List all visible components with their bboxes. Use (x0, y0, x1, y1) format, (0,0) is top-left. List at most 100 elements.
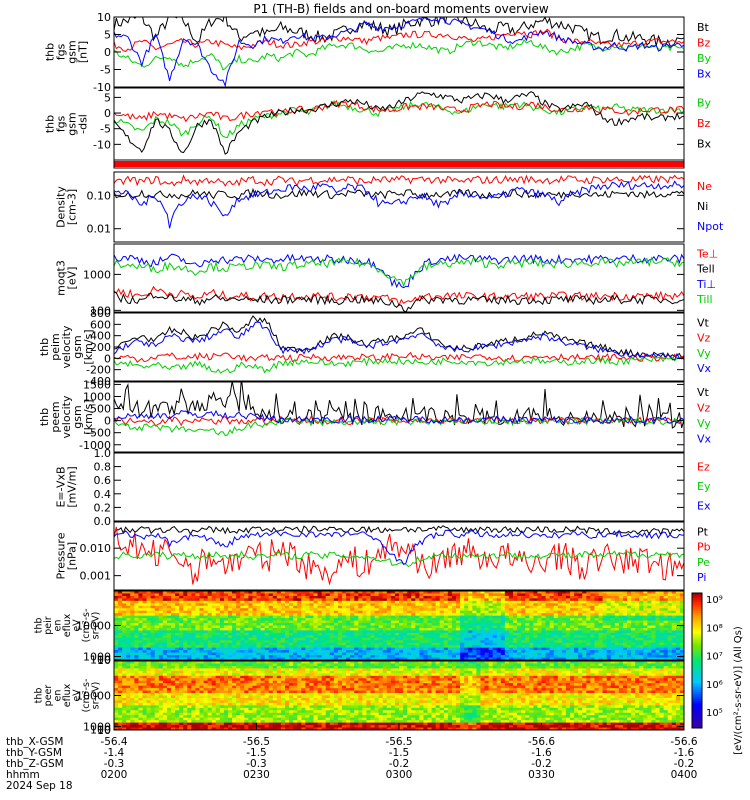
spectrogram-cell (508, 652, 514, 656)
spectrogram-cell (240, 637, 245, 641)
spectrogram-cell (456, 593, 461, 597)
spectrogram-cell (228, 603, 233, 607)
spectrogram-cell (423, 632, 429, 636)
spectrogram-cell (240, 650, 245, 654)
spectrogram-cell (541, 663, 547, 667)
spectrogram-cell (427, 632, 433, 636)
spectrogram-cell (219, 618, 225, 622)
spectrogram-cell (219, 655, 225, 659)
legend-p3-Ne: Ne (697, 180, 712, 193)
spectrogram-cell (236, 623, 241, 627)
spectrogram-cell (394, 632, 400, 636)
spectrogram-cell (415, 603, 420, 607)
spectrogram-cell (386, 610, 392, 614)
spectrogram-cell (533, 637, 539, 641)
spectrogram-cell (622, 613, 628, 617)
spectrogram-cell (134, 608, 140, 612)
spectrogram-cell (525, 610, 530, 614)
spectrogram-cell (289, 632, 294, 636)
spectrogram-cell (126, 627, 131, 632)
spectrogram-cell (553, 600, 559, 604)
spectrogram-cell (268, 630, 274, 634)
spectrogram-cell (114, 620, 119, 624)
spectrogram-cell (407, 627, 412, 632)
spectrogram-cell (228, 600, 233, 604)
spectrogram-cell (484, 665, 490, 669)
spectrogram-cell (382, 595, 388, 599)
spectrogram-cell (293, 655, 298, 659)
spectrogram-cell (582, 615, 587, 619)
spectrogram-cell (407, 637, 412, 641)
spectrogram-cell (260, 632, 266, 636)
spectrogram-cell (545, 630, 551, 634)
spectrogram-cell (647, 593, 653, 597)
spectrogram-cell (346, 668, 351, 672)
spectrogram-cell (614, 600, 620, 604)
spectrogram-cell (614, 608, 620, 612)
spectrogram-cell (374, 603, 380, 607)
spectrogram-cell (126, 652, 131, 656)
spectrogram-cell (244, 593, 249, 597)
spectrogram-cell (219, 620, 225, 624)
spectrogram-cell (488, 637, 494, 641)
y-axis-label: [km/s] (82, 329, 95, 364)
spectrogram-cell (346, 637, 351, 641)
spectrogram-cell (606, 663, 612, 667)
spectrogram-cell (561, 647, 567, 651)
spectrogram-cell (606, 635, 612, 639)
spectrogram-cell (431, 657, 437, 660)
spectrogram-cell (228, 661, 233, 665)
spectrogram-cell (496, 591, 502, 595)
spectrogram-cell (280, 673, 286, 677)
spectrogram-cell (500, 595, 506, 599)
spectrogram-cell (211, 603, 217, 607)
spectrogram-cell (187, 652, 192, 656)
spectrogram-cell (215, 600, 221, 604)
spectrogram-cell (215, 608, 221, 612)
spectrogram-cell (260, 645, 266, 649)
spectrogram-cell (663, 652, 669, 656)
spectrogram-cell (647, 655, 653, 659)
spectrogram-cell (199, 591, 205, 595)
spectrogram-cell (215, 613, 221, 617)
spectrogram-cell (134, 630, 140, 634)
spectrogram-cell (175, 650, 180, 654)
spectrogram-cell (179, 630, 184, 634)
spectrogram-cell (537, 618, 543, 622)
spectrogram-cell (342, 657, 347, 660)
spectrogram-cell (305, 623, 311, 627)
spectrogram-cell (305, 668, 311, 672)
spectrogram-cell (627, 670, 632, 674)
spectrogram-cell (435, 635, 441, 639)
spectrogram-cell (541, 623, 547, 627)
spectrogram-cell (504, 670, 510, 674)
spectrogram-cell (622, 620, 628, 624)
spectrogram-cell (525, 627, 530, 632)
spectrogram-cell (545, 625, 551, 629)
spectrogram-cell (154, 600, 160, 604)
spectrogram-cell (570, 637, 575, 641)
spectrogram-cell (272, 608, 278, 612)
spectrogram-cell (590, 605, 596, 609)
spectrogram-cell (496, 637, 502, 641)
spectrogram-cell (252, 620, 258, 624)
spectrogram-cell (659, 665, 665, 669)
spectrogram-cell (199, 627, 205, 632)
spectrogram-cell (541, 655, 547, 659)
spectrogram-cell (541, 647, 547, 651)
spectrogram-cell (390, 665, 396, 669)
spectrogram-cell (134, 652, 140, 656)
spectrogram-cell (627, 591, 632, 595)
spectrogram-cell (415, 630, 420, 634)
spectrogram-cell (272, 655, 278, 659)
spectrogram-cell (350, 620, 355, 624)
spectrogram-cell (126, 645, 131, 649)
spectrogram-cell (533, 620, 539, 624)
spectrogram-cell (293, 593, 298, 597)
spectrogram-cell (171, 627, 176, 632)
spectrogram-cell (419, 598, 425, 602)
spectrogram-cell (419, 655, 425, 659)
spectrogram-cell (370, 618, 376, 622)
spectrogram-cell (329, 632, 335, 636)
spectrogram-cell (488, 603, 494, 607)
